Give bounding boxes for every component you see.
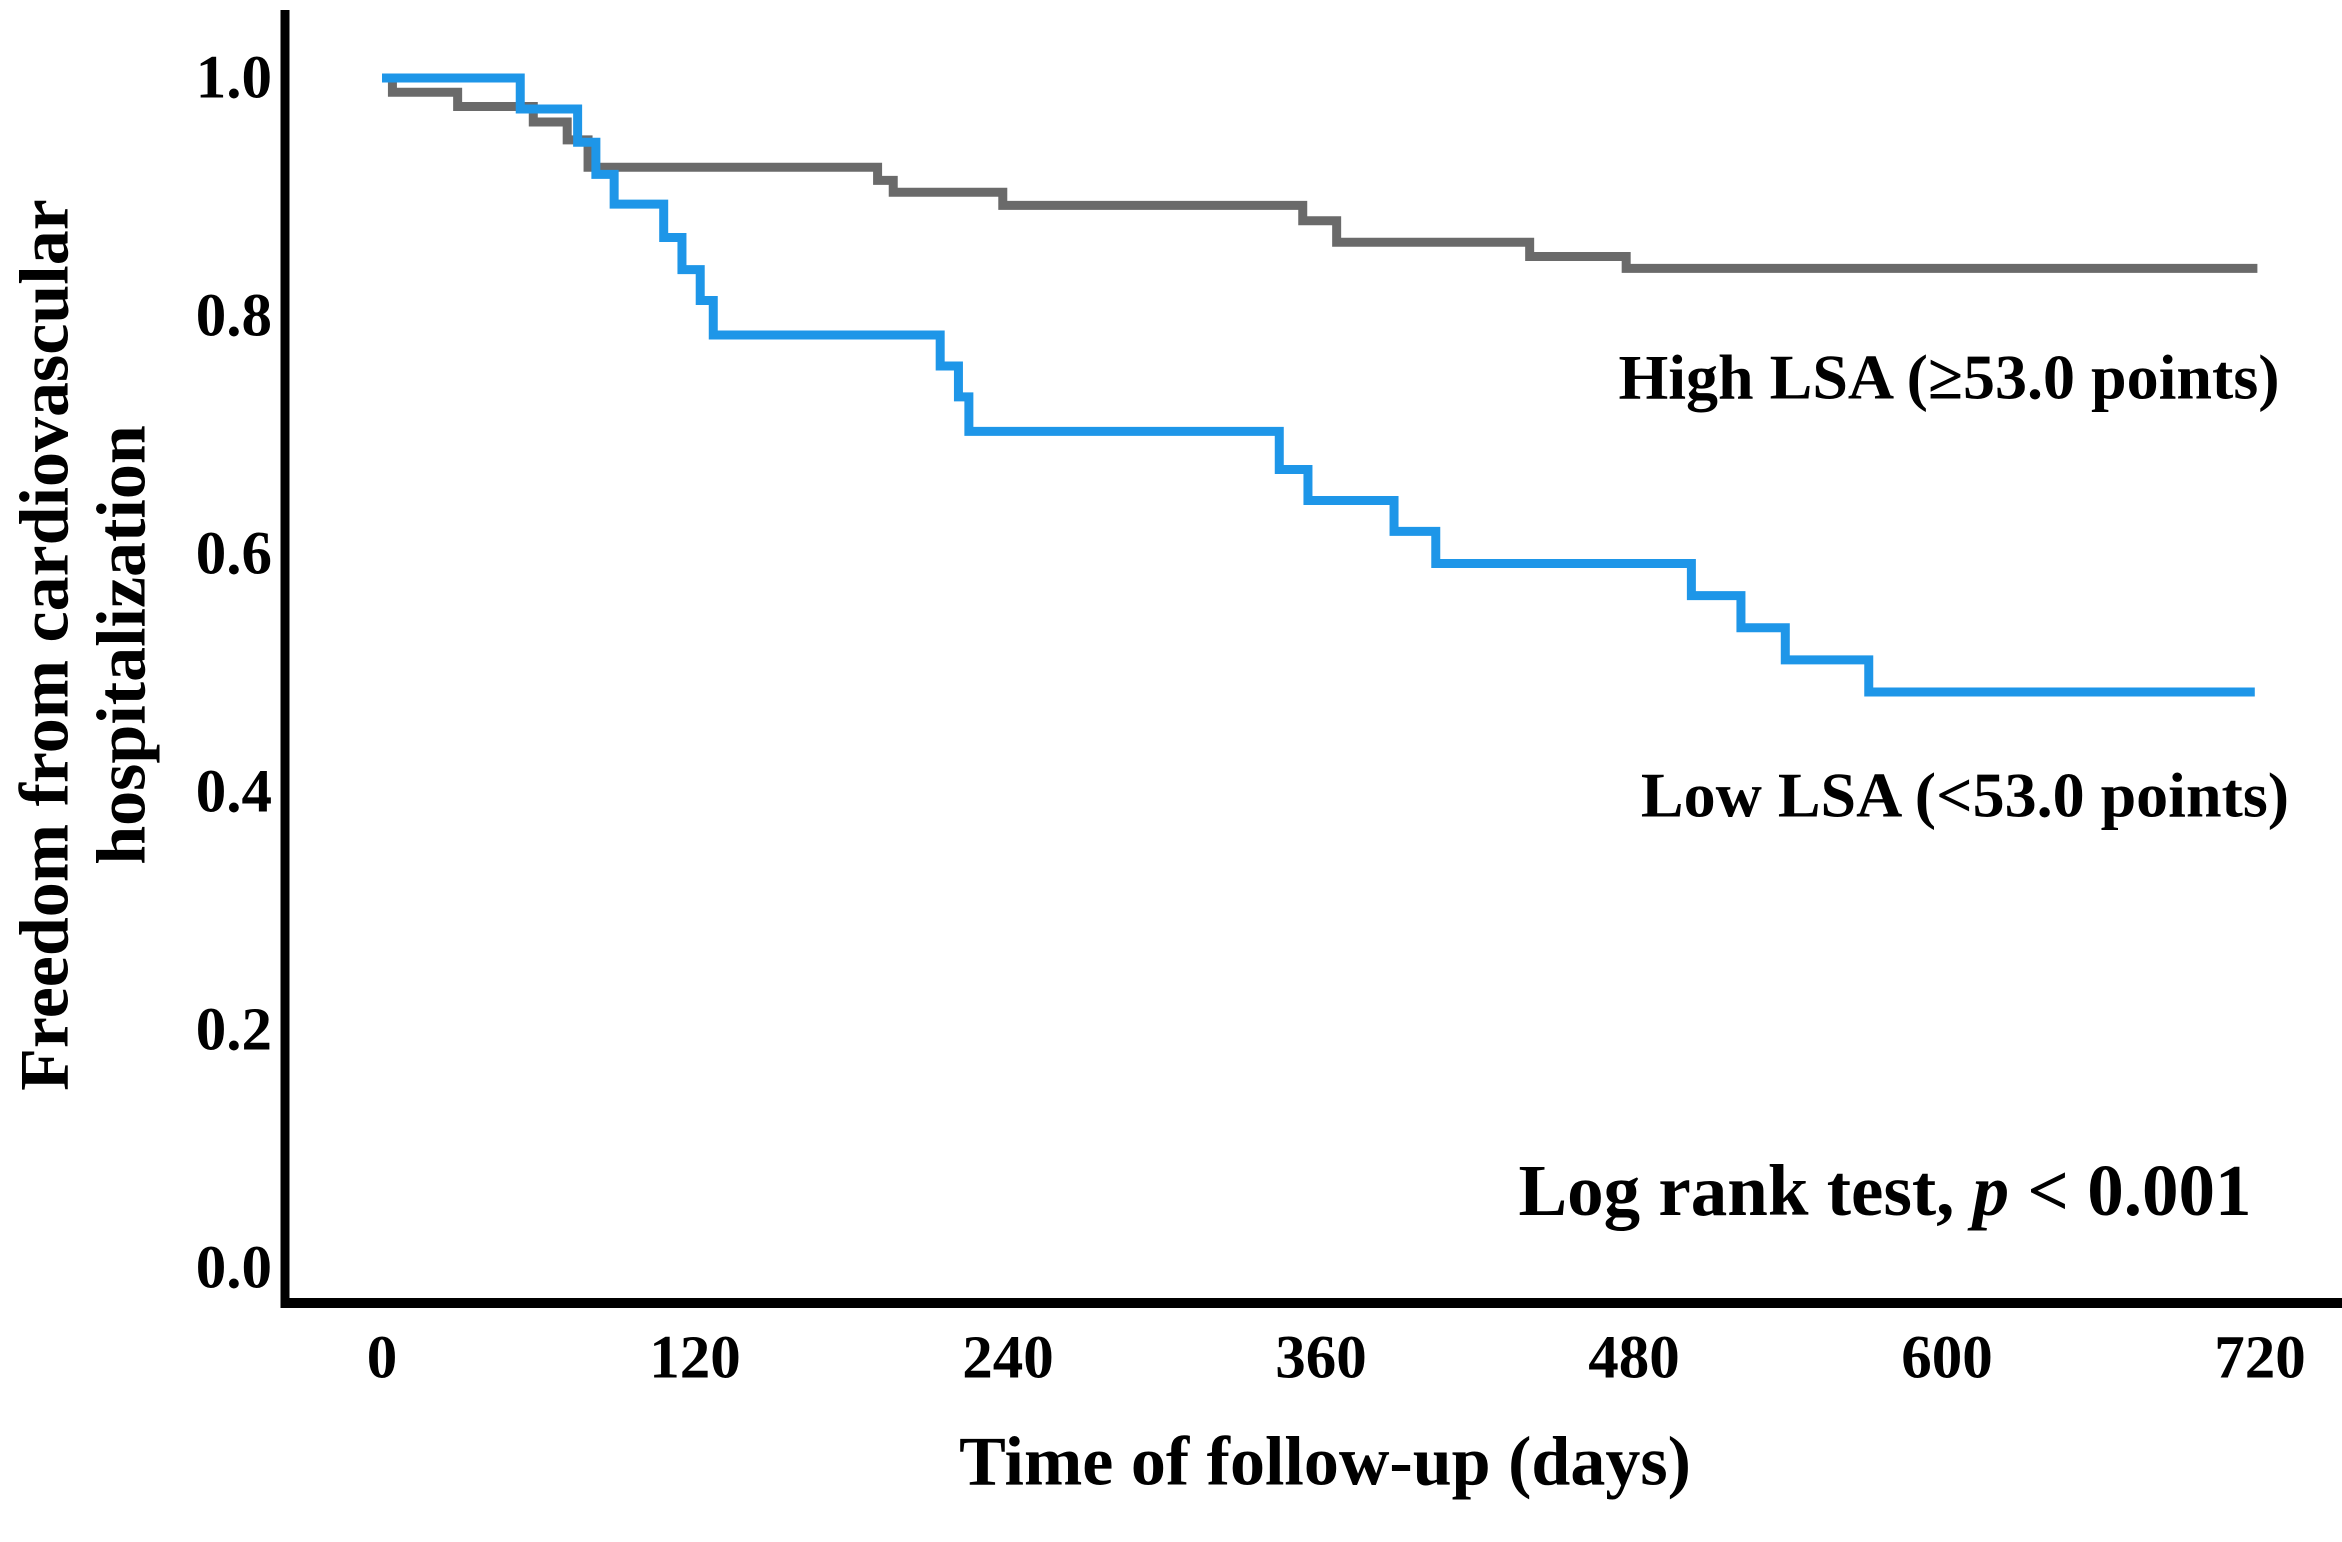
log-rank-annotation: Log rank test, p < 0.001	[1518, 1150, 2251, 1231]
y-tick-label: 1.0	[196, 45, 272, 112]
x-tick-label: 720	[2214, 1325, 2306, 1392]
x-tick-label: 240	[962, 1325, 1054, 1392]
legend-high-lsa: High LSA (≥53.0 points)	[1618, 342, 2279, 413]
legend-low-lsa: Low LSA (<53.0 points)	[1641, 760, 2289, 831]
x-tick-label: 0	[367, 1325, 398, 1392]
x-tick-label: 360	[1275, 1325, 1367, 1392]
x-tick-label: 120	[649, 1325, 741, 1392]
log-rank-suffix: < 0.001	[2027, 1150, 2251, 1231]
y-tick-label: 0.6	[196, 521, 272, 588]
x-tick-label: 600	[1901, 1325, 1993, 1392]
x-axis-title: Time of follow-up (days)	[959, 1424, 1691, 1501]
log-rank-prefix: Log rank test,	[1518, 1150, 1972, 1231]
y-tick-label: 0.0	[196, 1235, 272, 1302]
curve-high-lsa	[382, 73, 2258, 273]
y-tick-label: 0.4	[196, 759, 272, 826]
x-tick-label: 480	[1588, 1325, 1680, 1392]
x-axis-tick-labels: 0 120 240 360 480 600 720	[367, 1325, 2306, 1392]
y-axis-title-line2: hospitalization	[84, 425, 161, 865]
y-axis-title-line1: Freedom from cardiovascular	[7, 199, 84, 1091]
y-tick-label: 0.8	[196, 283, 272, 350]
y-axis-tick-labels: 1.0 0.8 0.6 0.4 0.2 0.0	[196, 45, 272, 1302]
survival-curves	[382, 73, 2258, 697]
log-rank-p-symbol: p	[1967, 1150, 2010, 1231]
curve-low-lsa	[382, 73, 2255, 697]
y-tick-label: 0.2	[196, 997, 272, 1064]
